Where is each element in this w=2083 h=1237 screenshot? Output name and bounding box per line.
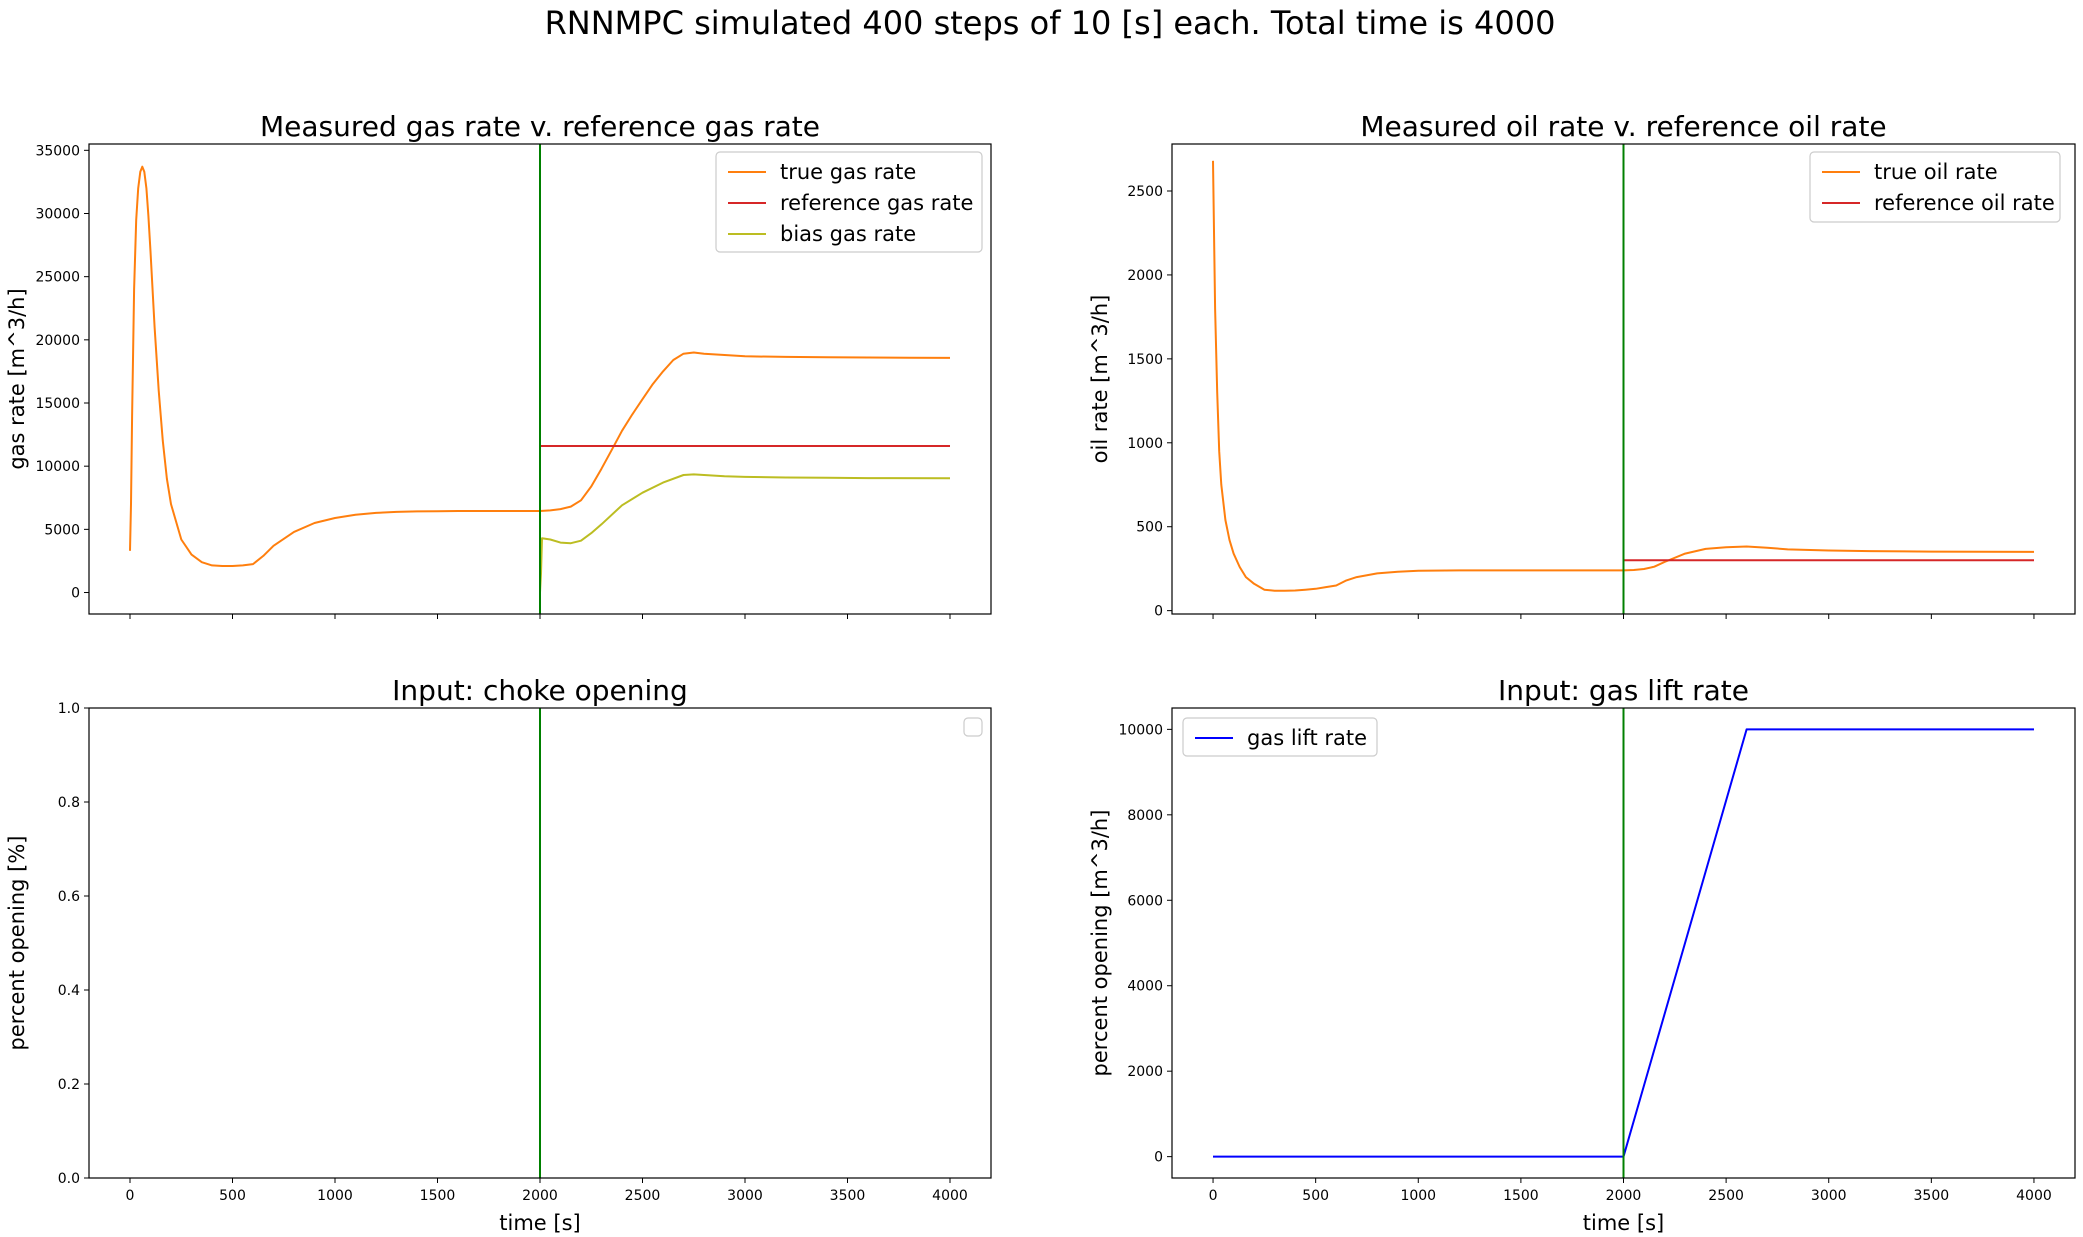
x-tick-label: 1500	[1503, 1188, 1539, 1204]
y-tick-label: 0.6	[58, 889, 80, 905]
y-tick-label: 15000	[35, 396, 80, 412]
plot-area	[1213, 728, 2034, 1158]
y-tick-label: 6000	[1127, 893, 1163, 909]
x-tick-label: 2000	[522, 1188, 558, 1204]
legend-label: reference gas rate	[780, 191, 973, 215]
y-tick-label: 0.8	[58, 795, 80, 811]
y-tick-label: 2500	[1127, 184, 1163, 200]
axes-frame	[1171, 143, 2076, 615]
y-tick-label: 0	[71, 586, 80, 602]
y-tick-label: 1500	[1127, 352, 1163, 368]
legend	[963, 717, 983, 737]
x-tick-label: 500	[1302, 1188, 1329, 1204]
plot-title: Measured gas rate v. reference gas rate	[260, 110, 820, 143]
y-tick-label: 0.2	[58, 1077, 80, 1093]
y-axis-label: percent opening [%]	[5, 835, 29, 1050]
y-tick-label: 10000	[1118, 722, 1163, 738]
y-axis-label: gas rate [m^3/h]	[5, 288, 29, 469]
y-tick-label: 5000	[44, 522, 80, 538]
x-tick-label: 2500	[625, 1188, 661, 1204]
x-tick-label: 1000	[317, 1188, 353, 1204]
x-axis-label: time [s]	[499, 1211, 580, 1235]
x-tick-label: 0	[126, 1188, 135, 1204]
series-line-bias-gas-rate	[539, 473, 951, 593]
legend-frame	[1182, 717, 1378, 757]
y-axis-label: percent opening [m^3/h]	[1088, 810, 1112, 1077]
legend-frame	[963, 717, 983, 737]
legend-frame	[715, 151, 983, 253]
x-tick-label: 500	[219, 1188, 246, 1204]
series-line-gas-lift-rate	[1213, 728, 2034, 1158]
y-tick-label: 20000	[35, 333, 80, 349]
y-tick-label: 35000	[35, 143, 80, 159]
y-tick-label: 8000	[1127, 808, 1163, 824]
plot-title: Input: choke opening	[392, 674, 688, 707]
legend: true oil rate reference oil rate	[1809, 151, 2061, 223]
y-tick-label: 2000	[1127, 1064, 1163, 1080]
gas-lift-rate-plot: Input: gas lift rate percent opening [m^3…	[1088, 674, 2076, 1235]
series-line-true-oil-rate	[1212, 160, 2035, 592]
x-tick-label: 4000	[932, 1188, 968, 1204]
x-tick-label: 3500	[1914, 1188, 1950, 1204]
y-tick-label: 0.0	[58, 1171, 80, 1187]
legend-label: bias gas rate	[780, 222, 916, 246]
legend-label: true oil rate	[1874, 160, 1998, 184]
axes-frame	[1171, 707, 2076, 1179]
x-axis-label: time [s]	[1583, 1211, 1664, 1235]
y-tick-label: 0.4	[58, 983, 80, 999]
y-tick-label: 2000	[1127, 268, 1163, 284]
y-tick-label: 1000	[1127, 436, 1163, 452]
y-tick-label: 10000	[35, 459, 80, 475]
axes-frame	[88, 707, 992, 1179]
x-tick-label: 3500	[830, 1188, 866, 1204]
x-tick-label: 1500	[420, 1188, 456, 1204]
y-tick-label: 500	[1136, 520, 1163, 536]
y-tick-label: 4000	[1127, 979, 1163, 995]
axes-frame	[88, 143, 992, 615]
plot-title: Input: gas lift rate	[1498, 674, 1749, 707]
legend: gas lift rate	[1182, 717, 1378, 757]
choke-opening-plot: Input: choke opening percent opening [%] t…	[5, 674, 992, 1235]
x-tick-label: 3000	[1811, 1188, 1847, 1204]
y-axis-label: oil rate [m^3/h]	[1088, 295, 1112, 464]
x-tick-label: 0	[1209, 1188, 1218, 1204]
legend: true gas rate reference gas rate bias gas …	[715, 151, 983, 253]
series-line-true-gas-rate	[129, 165, 951, 567]
x-tick-label: 2000	[1606, 1188, 1642, 1204]
plot-title: Measured oil rate v. reference oil rate	[1360, 110, 1886, 143]
y-tick-label: 30000	[35, 206, 80, 222]
legend-label: true gas rate	[780, 160, 916, 184]
legend-frame	[1809, 151, 2061, 223]
x-tick-label: 4000	[2016, 1188, 2052, 1204]
y-tick-label: 25000	[35, 270, 80, 286]
x-tick-label: 3000	[727, 1188, 763, 1204]
y-tick-label: 0	[1154, 604, 1163, 620]
y-tick-label: 1.0	[58, 701, 80, 717]
legend-label: reference oil rate	[1874, 191, 2055, 215]
gas-rate-plot: Measured gas rate v. reference gas rate g…	[5, 110, 992, 619]
legend-label: gas lift rate	[1247, 726, 1367, 750]
oil-rate-plot: Measured oil rate v. reference oil rate o…	[1088, 110, 2076, 620]
plot-area	[129, 165, 951, 593]
x-tick-label: 1000	[1400, 1188, 1436, 1204]
figure-suptitle: RNNMPC simulated 400 steps of 10 [s] eac…	[545, 4, 1556, 42]
x-tick-label: 2500	[1708, 1188, 1744, 1204]
y-tick-label: 0	[1154, 1150, 1163, 1166]
plot-area	[1212, 160, 2035, 592]
